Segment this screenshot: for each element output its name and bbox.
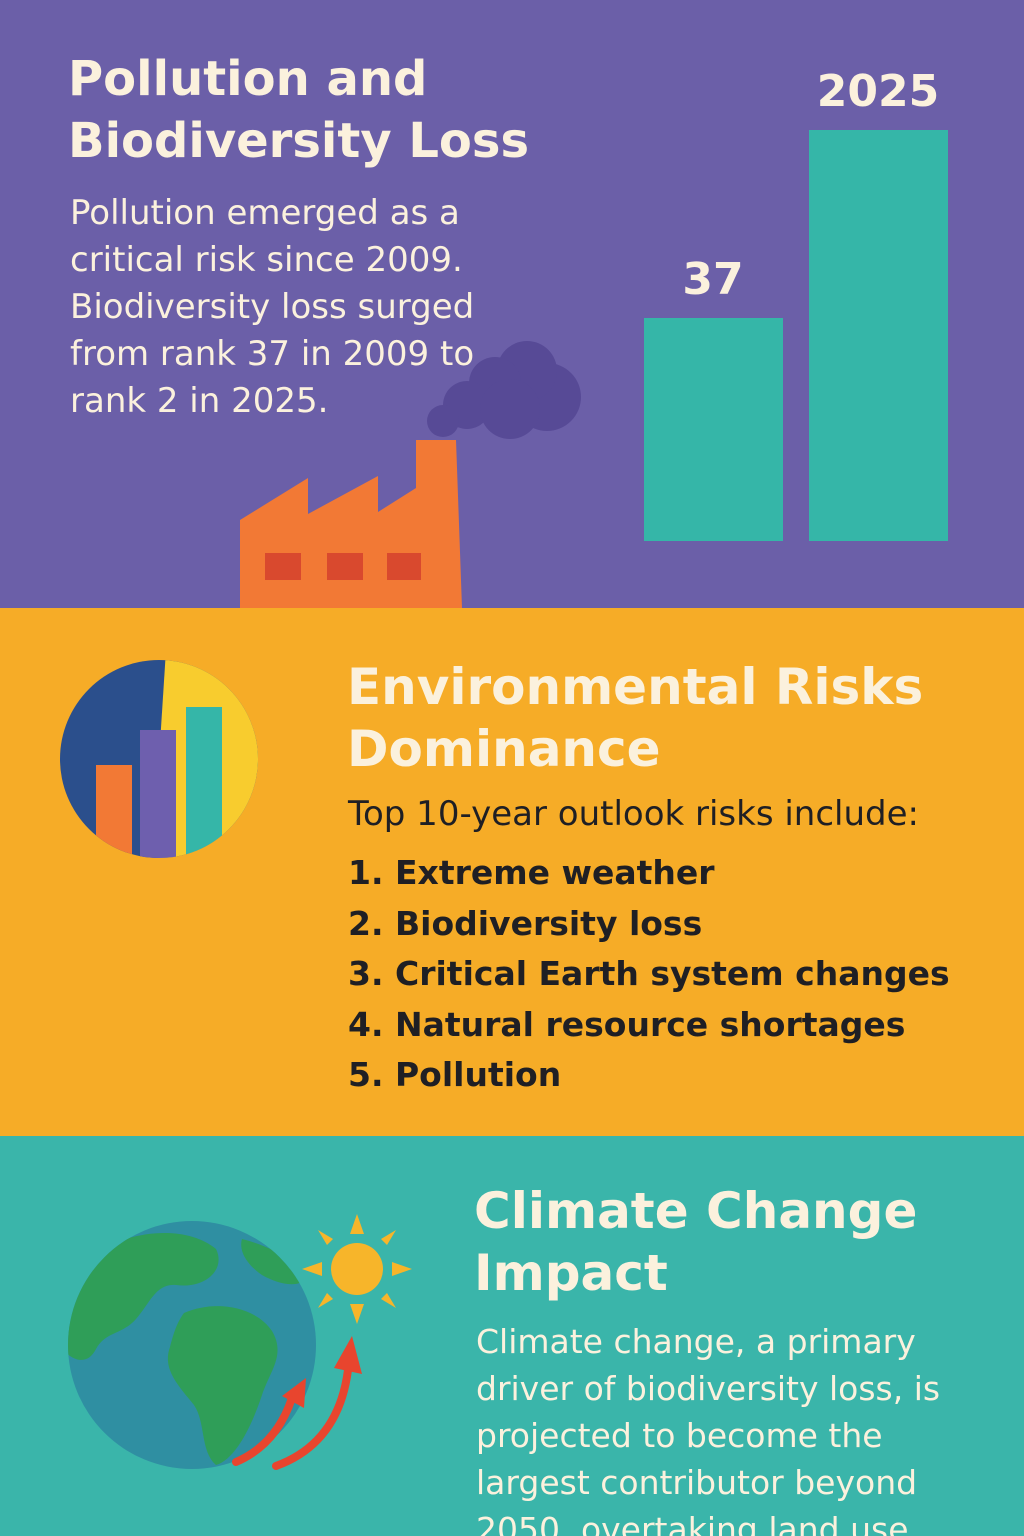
pollution-section-title: Pollution and Biodiversity Loss — [68, 51, 530, 169]
risk-item: 2. Biodiversity loss — [348, 903, 703, 943]
risk-item: 4. Natural resource shortages — [348, 1004, 906, 1044]
risk-item: 3. Critical Earth system changes — [348, 954, 950, 993]
pollution-section: Pollution and Biodiversity Loss Pollutio… — [0, 0, 1024, 608]
rising-arrows-icon — [232, 1336, 362, 1470]
bar-label-year-2025: 2025 — [816, 66, 940, 117]
pollution-section-body: Pollution emerged as a critical risk sin… — [70, 193, 475, 421]
climate-change-section: Climate Change Impact Climate change, a … — [0, 1136, 1024, 1536]
risk-item: 1. Extreme weather — [348, 853, 715, 892]
sun-icon — [302, 1214, 412, 1324]
climate-change-body: Climate change, a primary driver of biod… — [476, 1322, 941, 1536]
earth-globe-icon — [68, 1221, 316, 1469]
factory-icon — [240, 440, 462, 608]
risk-list: 1. Extreme weather 2. Biodiversity loss … — [348, 848, 950, 1101]
risk-item: 5. Pollution — [348, 1055, 562, 1094]
bar-2009 — [644, 318, 783, 541]
risks-intro-text: Top 10-year outlook risks include: — [348, 794, 919, 834]
environmental-risks-section: Environmental Risks Dominance Top 10-yea… — [0, 608, 1024, 1136]
environmental-risks-title: Environmental Risks Dominance — [347, 658, 924, 778]
climate-change-title: Climate Change Impact — [474, 1182, 918, 1302]
pie-bar-chart-icon — [60, 660, 258, 858]
bar-2025 — [809, 130, 948, 541]
bar-label-rank-37: 37 — [682, 254, 744, 305]
smoke-cloud-icon — [427, 341, 581, 439]
